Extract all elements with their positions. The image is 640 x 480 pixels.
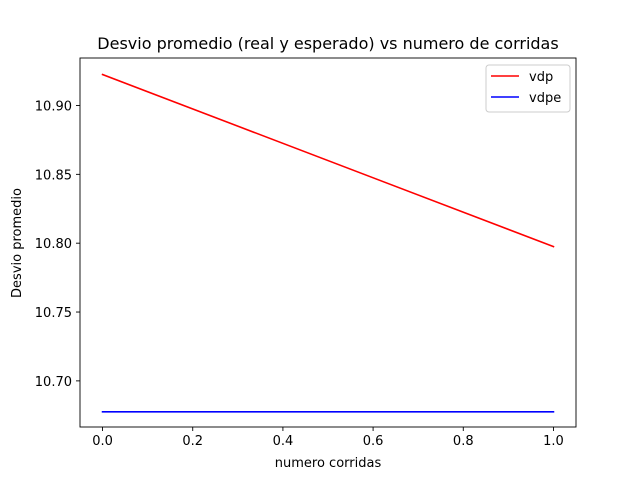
- x-tick-label: 0.6: [363, 434, 384, 449]
- chart-title: Desvio promedio (real y esperado) vs num…: [97, 34, 558, 53]
- axes-frame: [79, 57, 577, 428]
- y-tick-label: 10.75: [35, 306, 72, 321]
- x-tick-label: 0.2: [182, 434, 203, 449]
- x-tick-label: 0.8: [453, 434, 474, 449]
- y-tick-label: 10.70: [35, 375, 72, 390]
- legend: vdp vdpe: [485, 64, 571, 113]
- y-tick-label: 10.80: [35, 237, 72, 252]
- series-line-vdp: [101, 73, 555, 248]
- legend-label-vdpe: vdpe: [529, 91, 561, 106]
- plot-area: 0.0 0.2 0.4 0.6 0.8 1.0 10.70 10.75 10.80 10.85 10…: [35, 57, 577, 449]
- y-tick-label: 10.85: [35, 168, 72, 183]
- y-axis-title: Desvio promedio: [10, 188, 25, 298]
- x-axis-title: numero corridas: [275, 456, 382, 471]
- x-tick-label: 1.0: [543, 434, 564, 449]
- y-tick-label: 10.90: [35, 100, 72, 115]
- legend-label-vdp: vdp: [529, 70, 553, 85]
- x-tick-label: 0.4: [273, 434, 294, 449]
- x-tick-label: 0.0: [92, 434, 113, 449]
